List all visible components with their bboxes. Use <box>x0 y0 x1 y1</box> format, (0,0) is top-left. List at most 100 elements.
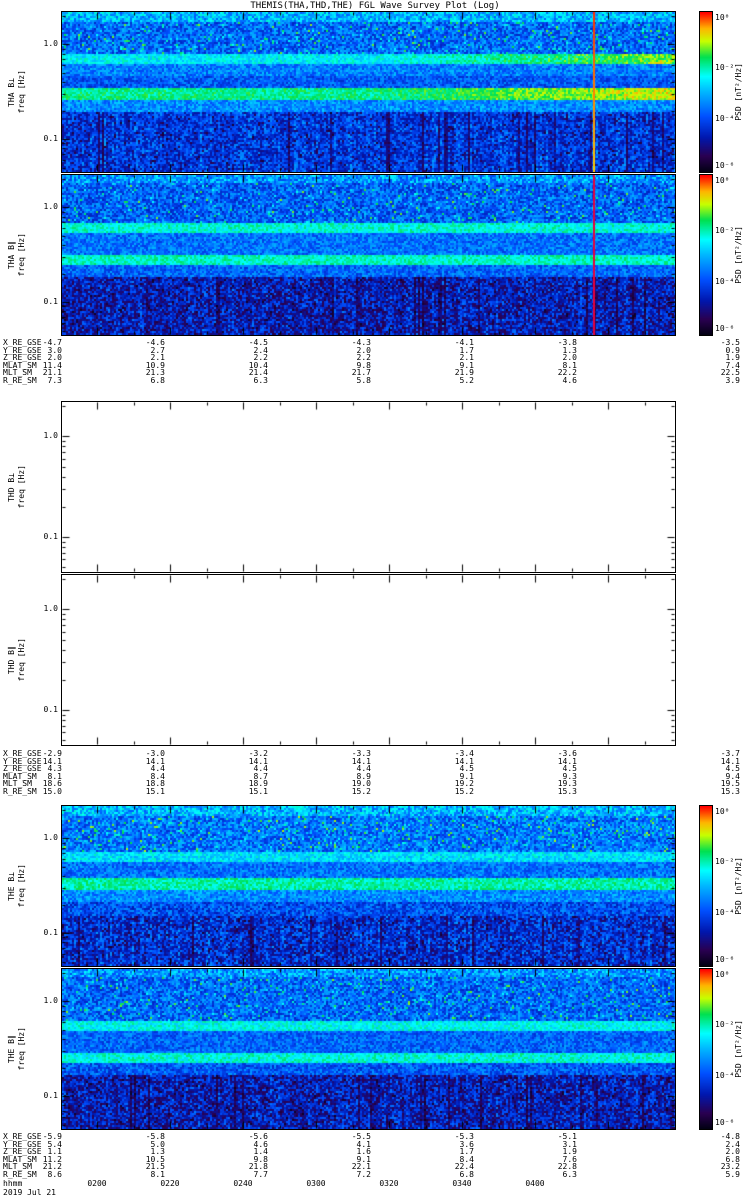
thd-bpar-panel-label: THD B∥ <box>7 645 16 675</box>
ephemeris-value: 15.3 <box>557 787 577 796</box>
ephemeris-value: 0.9 <box>725 345 740 355</box>
thd-bpar-freq-axis-label: freq [Hz] <box>17 638 26 682</box>
the-bpar-colorbar-tick-3: 10⁻⁶ <box>715 1117 735 1127</box>
ephemeris-value: 14.1 <box>557 756 577 766</box>
ephemeris-value: 22.2 <box>557 368 577 378</box>
the-bperp-colorbar-tick-3: 10⁻⁶ <box>715 954 735 964</box>
ephemeris-value: -4.7 <box>42 338 62 347</box>
the-bperp-colorbar-tick-1: 10⁻² <box>715 857 735 867</box>
ephemeris-thd-label-r_re_sm: R_RE_SM <box>3 787 37 796</box>
tha-bperp-colorbar-tick-0: 10⁰ <box>715 12 730 22</box>
the-bpar-ytick-0: 1.0 <box>43 996 58 1006</box>
ephemeris-value: 15.1 <box>145 787 165 796</box>
ephemeris-value: 14.1 <box>351 756 371 766</box>
ephemeris-value: 9.1 <box>459 360 474 370</box>
thd-bpar-spectrogram <box>62 575 675 745</box>
ephemeris-the-label-z_re_gse: Z_RE_GSE <box>3 1147 42 1157</box>
ephemeris-value: 2.4 <box>253 345 268 355</box>
ephemeris-value: 11.2 <box>42 1154 62 1164</box>
ephemeris-value: 1.9 <box>725 353 740 363</box>
ephemeris-value: 5.8 <box>356 376 371 385</box>
time-tick-0300: 0300 <box>306 1179 326 1188</box>
tha-bperp-spectrogram <box>62 12 675 172</box>
ephemeris-value: 9.3 <box>562 771 577 781</box>
time-tick-0320: 0320 <box>379 1179 399 1188</box>
date-label: 2019 Jul 21 <box>3 1188 56 1197</box>
tha-bperp-axis-labels: THA B⊥ freq [Hz] <box>2 12 32 172</box>
ephemeris-value: -5.3 <box>454 1132 474 1141</box>
ephemeris-thd-label-z_re_gse: Z_RE_GSE <box>3 764 42 774</box>
tha-bpar-panel-label: THA B∥ <box>7 240 16 270</box>
the-bperp-ytick-1: 0.1 <box>43 928 58 938</box>
ephemeris-value: 8.4 <box>150 771 165 781</box>
tha-bpar-ytick-1: 0.1 <box>43 297 58 307</box>
ephemeris-value: 19.5 <box>720 779 740 789</box>
ephemeris-value: 19.2 <box>454 779 474 789</box>
tha-bpar-psd-label: PSD [nT²/Hz] <box>734 226 743 284</box>
ephemeris-value: 1.3 <box>562 345 577 355</box>
ephemeris-value: 1.7 <box>459 345 474 355</box>
ephemeris-value: 19.0 <box>351 779 371 789</box>
ephemeris-value: -5.6 <box>248 1132 268 1141</box>
thd-bperp-axis-labels: THD B⊥ freq [Hz] <box>2 402 32 572</box>
tha-bperp-colorbar <box>699 11 713 173</box>
ephemeris-value: 7.4 <box>725 360 740 370</box>
the-bpar-colorbar-tick-0: 10⁰ <box>715 969 730 979</box>
ephemeris-value: 4.6 <box>253 1139 268 1149</box>
ephemeris-value: 18.8 <box>145 779 165 789</box>
tha-bpar-colorbar-tick-0: 10⁰ <box>715 175 730 185</box>
the-bperp-spectrogram <box>62 806 675 966</box>
ephemeris-value: 8.4 <box>459 1154 474 1164</box>
ephemeris-thd-label-mlat_sm: MLAT_SM <box>3 771 37 781</box>
ephemeris-value: 5.2 <box>459 376 474 385</box>
time-tick-0220: 0220 <box>160 1179 180 1188</box>
ephemeris-value: 4.4 <box>150 764 165 774</box>
ephemeris-tha-label-z_re_gse: Z_RE_GSE <box>3 353 42 363</box>
the-bperp-axis-labels: THE B⊥ freq [Hz] <box>2 806 32 966</box>
time-axis-unit-label: hhmm <box>3 1179 23 1188</box>
ephemeris-value: 8.1 <box>562 360 577 370</box>
ephemeris-value: 3.9 <box>725 376 740 385</box>
ephemeris-value: 21.9 <box>454 368 474 378</box>
ephemeris-value: 10.9 <box>145 360 165 370</box>
ephemeris-value: 3.1 <box>562 1139 577 1149</box>
thd-bperp-freq-axis-label: freq [Hz] <box>17 465 26 509</box>
time-tick-0240: 0240 <box>233 1179 253 1188</box>
tha-bpar-spectrogram <box>62 175 675 335</box>
ephemeris-value: -5.9 <box>42 1132 62 1141</box>
tha-bpar-axis-labels: THA B∥ freq [Hz] <box>2 175 32 335</box>
ephemeris-value: 8.9 <box>356 771 371 781</box>
ephemeris-value: 23.2 <box>720 1162 740 1172</box>
ephemeris-value: 14.1 <box>42 756 62 766</box>
the-bperp-colorbar-gradient <box>700 806 712 966</box>
tha-bperp-colorbar-title-wrap: PSD [nT²/Hz] <box>733 12 745 172</box>
ephemeris-value: -4.6 <box>145 338 165 347</box>
the-bpar-colorbar-title-wrap: PSD [nT²/Hz] <box>733 969 745 1129</box>
tha-bpar-colorbar-title-wrap: PSD [nT²/Hz] <box>733 175 745 335</box>
tha-bpar-colorbar <box>699 174 713 336</box>
tha-bperp-freq-axis-label: freq [Hz] <box>17 70 26 114</box>
tha-bpar-colorbar-gradient <box>700 175 712 335</box>
ephemeris-value: -3.4 <box>454 749 474 758</box>
ephemeris-value: 7.2 <box>356 1170 371 1179</box>
ephemeris-value: 21.7 <box>351 368 371 378</box>
the-bpar-freq-axis-label: freq [Hz] <box>17 1027 26 1071</box>
thd-bperp-ytick-1: 0.1 <box>43 532 58 542</box>
ephemeris-value: 9.8 <box>356 360 371 370</box>
ephemeris-value: 2.1 <box>150 353 165 363</box>
ephemeris-value: 21.8 <box>248 1162 268 1172</box>
ephemeris-value: -4.3 <box>351 338 371 347</box>
tha-bperp-ytick-1: 0.1 <box>43 134 58 144</box>
ephemeris-value: 22.4 <box>454 1162 474 1172</box>
the-bperp-colorbar-title-wrap: PSD [nT²/Hz] <box>733 806 745 966</box>
figure-title: THEMIS(THA,THD,THE) FGL Wave Survey Plot… <box>250 1 500 11</box>
ephemeris-the-label-r_re_sm: R_RE_SM <box>3 1170 37 1179</box>
ephemeris-value: 3.6 <box>459 1139 474 1149</box>
ephemeris-value: 2.0 <box>562 353 577 363</box>
ephemeris-value: 4.5 <box>562 764 577 774</box>
ephemeris-value: 15.0 <box>42 787 62 796</box>
thd-bpar-panel <box>61 574 676 746</box>
ephemeris-value: 9.8 <box>253 1154 268 1164</box>
the-bperp-panel-label: THE B⊥ <box>7 871 16 901</box>
ephemeris-value: 2.7 <box>150 345 165 355</box>
